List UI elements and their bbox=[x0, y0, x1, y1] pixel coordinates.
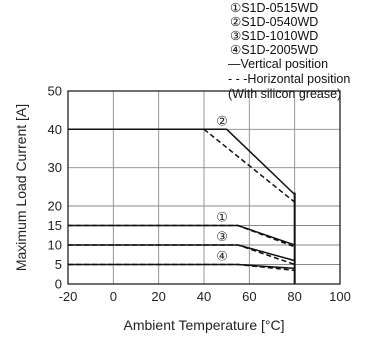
curve-label: ② bbox=[216, 114, 228, 129]
plot-frame bbox=[67, 90, 341, 285]
x-tick-label: 100 bbox=[329, 289, 351, 304]
legend-item-s1d-1010wd: ③S1D-1010WD bbox=[230, 29, 319, 43]
x-tick-label: 40 bbox=[197, 289, 211, 304]
curve-label: ③ bbox=[216, 229, 228, 244]
y-tick-label: 0 bbox=[55, 277, 62, 292]
y-tick-label: 40 bbox=[48, 122, 62, 137]
x-tick-label: 20 bbox=[151, 289, 165, 304]
series-line-dashed bbox=[68, 263, 295, 272]
x-tick-label: 60 bbox=[242, 289, 256, 304]
curve-label-background bbox=[213, 209, 232, 224]
y-tick-label: 15 bbox=[48, 218, 62, 233]
legend-item-s1d-2005wd: ④S1D-2005WD bbox=[230, 43, 319, 57]
series-line-solid bbox=[68, 128, 296, 196]
legend-item-horizontal-position: - - -Horizontal position bbox=[228, 72, 351, 86]
x-tick-label: 0 bbox=[110, 289, 117, 304]
series-line-dashed bbox=[68, 224, 295, 248]
x-tick-label: 80 bbox=[287, 289, 301, 304]
curve-label-background bbox=[213, 113, 232, 128]
x-axis-label: Ambient Temperature [°C] bbox=[124, 317, 285, 333]
curve-label-background bbox=[213, 229, 232, 244]
x-tick-label: -20 bbox=[59, 289, 78, 304]
y-tick-label: 30 bbox=[48, 160, 62, 175]
series-line-dashed bbox=[68, 244, 295, 266]
legend-item-s1d-0540wd: ②S1D-0540WD bbox=[230, 15, 319, 29]
legend-item-s1d-0515wd: ①S1D-0515WD bbox=[230, 1, 319, 15]
legend-item-vertical-position: —Vertical position bbox=[228, 57, 329, 71]
y-tick-label: 10 bbox=[48, 238, 62, 253]
curve-label-background bbox=[213, 248, 232, 263]
series-line-dashed bbox=[68, 128, 296, 203]
y-tick-label: 50 bbox=[48, 84, 62, 99]
y-tick-label: 20 bbox=[48, 199, 62, 214]
series-line-solid bbox=[68, 224, 295, 246]
y-axis-label: Maximum Load Current [A] bbox=[13, 104, 29, 271]
curve-label: ④ bbox=[216, 249, 228, 264]
y-tick-label: 5 bbox=[55, 257, 62, 272]
curve-label: ① bbox=[216, 210, 228, 225]
